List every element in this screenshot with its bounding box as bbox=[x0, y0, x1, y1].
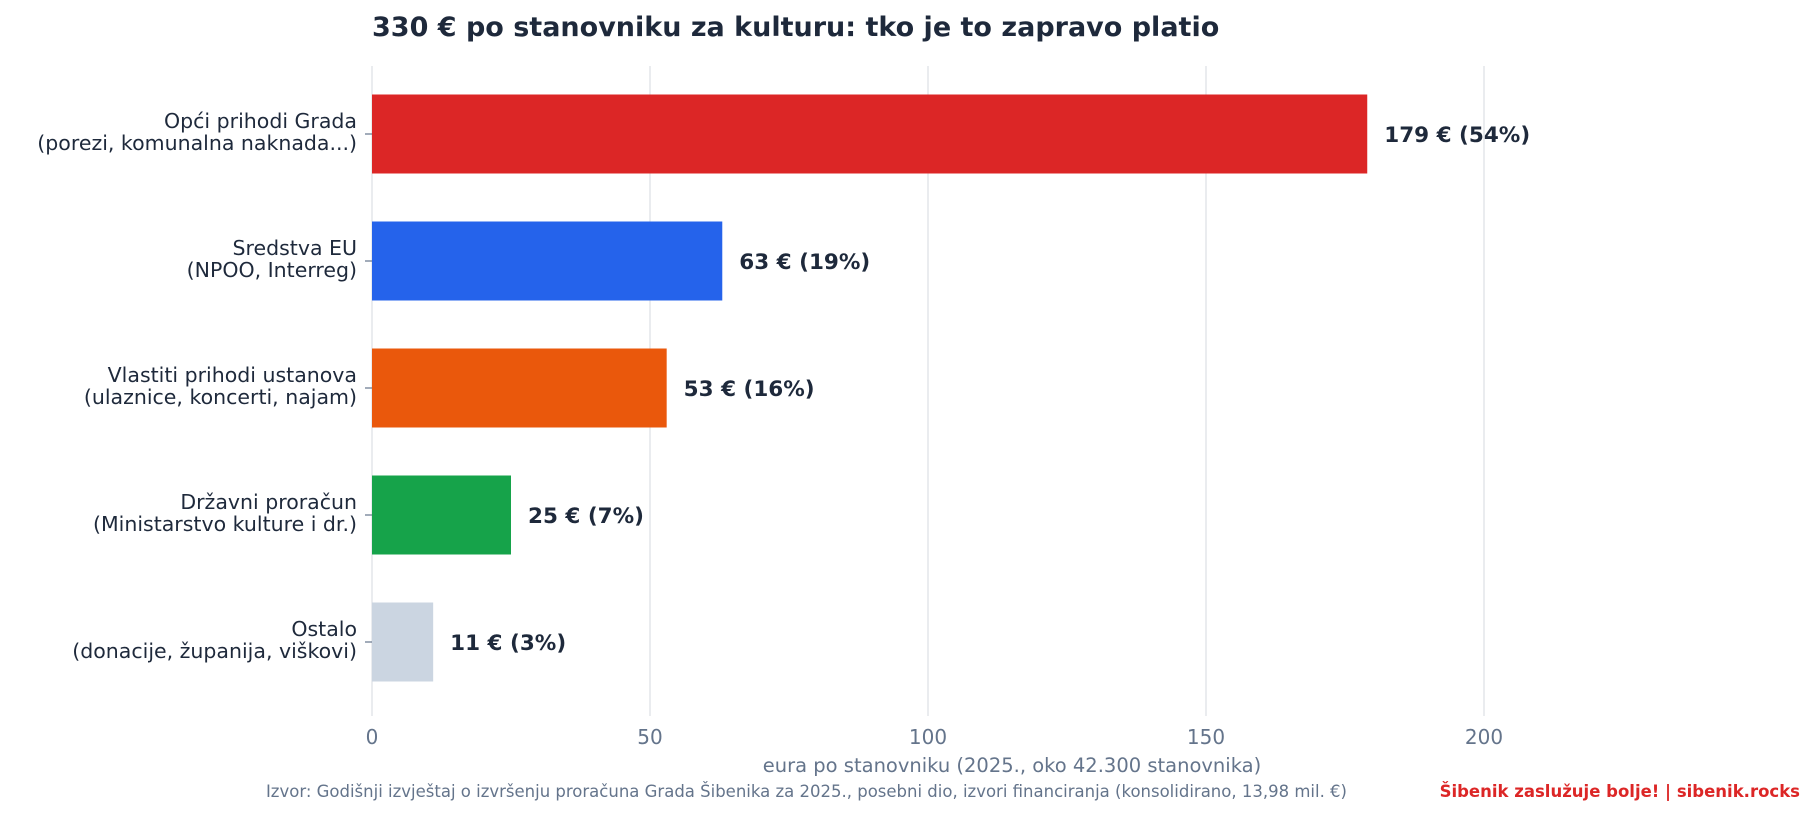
category-label: Opći prihodi Grada bbox=[164, 109, 357, 133]
bars bbox=[372, 94, 1368, 682]
bar bbox=[372, 602, 434, 682]
bar bbox=[372, 221, 723, 301]
category-label: (NPOO, Interreg) bbox=[187, 258, 357, 282]
category-label: (porezi, komunalna naknada...) bbox=[37, 131, 357, 155]
category-label: Vlastiti prihodi ustanova bbox=[108, 363, 357, 387]
x-tick-label: 50 bbox=[637, 725, 662, 749]
bar bbox=[372, 94, 1368, 174]
bar bbox=[372, 475, 511, 555]
category-label: Ostalo bbox=[291, 617, 357, 641]
source-note: Izvor: Godišnji izvještaj o izvršenju pr… bbox=[266, 782, 1347, 801]
x-tick-label: 0 bbox=[366, 725, 379, 749]
value-label: 53 € (16%) bbox=[684, 377, 815, 402]
value-label: 63 € (19%) bbox=[739, 250, 870, 275]
x-tick-label: 100 bbox=[909, 725, 947, 749]
value-label: 11 € (3%) bbox=[450, 631, 566, 656]
brand-tagline: Šibenik zaslužuje bolje! | sibenik.rocks bbox=[1440, 782, 1801, 802]
category-label: (donacije, županija, viškovi) bbox=[72, 639, 357, 663]
value-label: 179 € (54%) bbox=[1384, 123, 1530, 148]
value-label: 25 € (7%) bbox=[528, 504, 644, 529]
chart-title: 330 € po stanovniku za kulturu: tko je t… bbox=[372, 12, 1219, 43]
category-label: Sredstva EU bbox=[232, 236, 357, 260]
bar bbox=[372, 348, 667, 428]
value-labels: 179 € (54%) 63 € (19%) 53 € (16%) 25 € (7%)… bbox=[450, 123, 1530, 656]
x-tick-label: 150 bbox=[1187, 725, 1225, 749]
category-label: Državni proračun bbox=[180, 490, 357, 514]
x-tick-labels: 0 50 100 150 200 bbox=[366, 725, 1503, 749]
x-tick-label: 200 bbox=[1465, 725, 1503, 749]
category-label: (ulaznice, koncerti, najam) bbox=[84, 385, 357, 409]
x-axis-label: eura po stanovniku (2025., oko 42.300 st… bbox=[763, 754, 1261, 777]
category-label: (Ministarstvo kulture i dr.) bbox=[93, 512, 357, 536]
category-labels: Opći prihodi Grada(porezi, komunalna nak… bbox=[37, 109, 372, 663]
